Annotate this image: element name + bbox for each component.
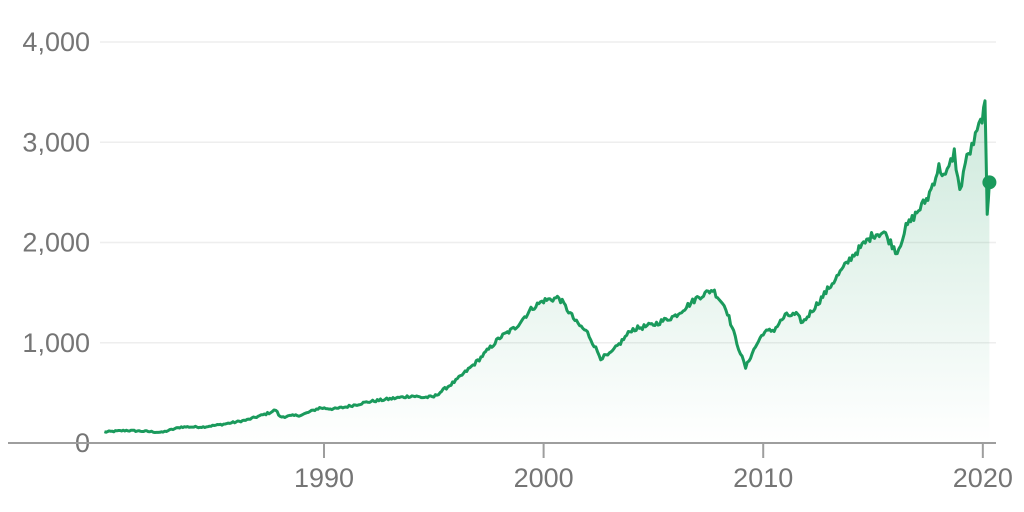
x-tick-label: 1990 <box>294 463 354 493</box>
latest-value-marker[interactable] <box>982 175 997 190</box>
y-tick-label: 3,000 <box>22 127 90 157</box>
x-tick-label: 2000 <box>514 463 574 493</box>
series-area-fill <box>104 100 990 444</box>
x-tick-label: 2020 <box>953 463 1013 493</box>
y-tick-label: 1,000 <box>22 328 90 358</box>
x-tick-label: 2010 <box>733 463 793 493</box>
y-tick-label: 4,000 <box>22 27 90 57</box>
x-axis-ticks: 1990 2000 2010 2020 <box>294 443 1013 493</box>
series-line <box>103 99 991 434</box>
y-tick-label: 2,000 <box>22 228 90 258</box>
